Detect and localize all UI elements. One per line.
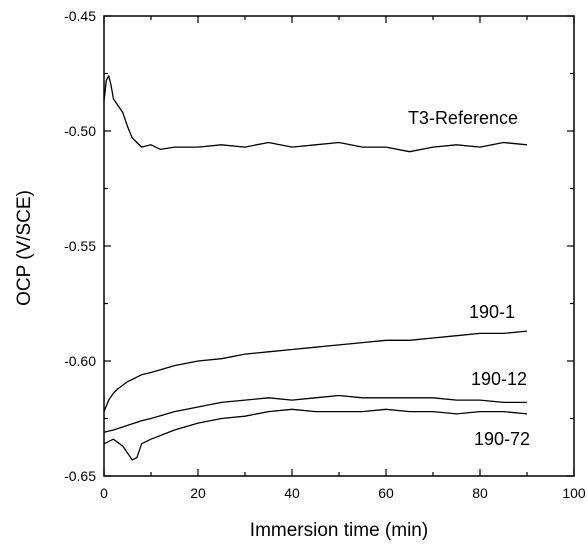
series-label-190-12: 190-12 — [471, 369, 527, 389]
x-tick-label: 20 — [190, 485, 206, 501]
y-tick-label: -0.65 — [64, 468, 96, 484]
series-line-t3-reference — [103, 75, 528, 153]
series-line-190-1 — [103, 330, 528, 412]
y-tick-label: -0.55 — [64, 238, 96, 254]
series-line-190-72 — [103, 408, 528, 461]
y-tick-label: -0.60 — [64, 353, 96, 369]
y-axis: -0.65 -0.60 -0.55 -0.50 -0.45 — [64, 8, 574, 484]
x-tick-label: 0 — [100, 485, 108, 501]
y-tick-label: -0.50 — [64, 123, 96, 139]
x-tick-label: 60 — [378, 485, 394, 501]
series-lines — [103, 75, 528, 461]
x-tick-label: 40 — [284, 485, 300, 501]
x-axis: 0 20 40 60 80 100 — [100, 16, 586, 501]
y-axis-title: OCP (V/SCE) — [14, 190, 35, 306]
plot-frame — [103, 15, 575, 477]
x-tick-label: 100 — [562, 485, 586, 501]
series-label-t3-reference: T3-Reference — [408, 108, 518, 128]
series-label-190-72: 190-72 — [474, 429, 530, 449]
x-tick-label: 80 — [472, 485, 488, 501]
series-line-190-12 — [103, 394, 527, 433]
y-tick-label: -0.45 — [64, 8, 96, 24]
x-axis-title: Immersion time (min) — [250, 520, 428, 541]
series-label-190-1: 190-1 — [469, 302, 515, 322]
series-labels: T3-Reference 190-1 190-12 190-72 — [408, 108, 530, 449]
